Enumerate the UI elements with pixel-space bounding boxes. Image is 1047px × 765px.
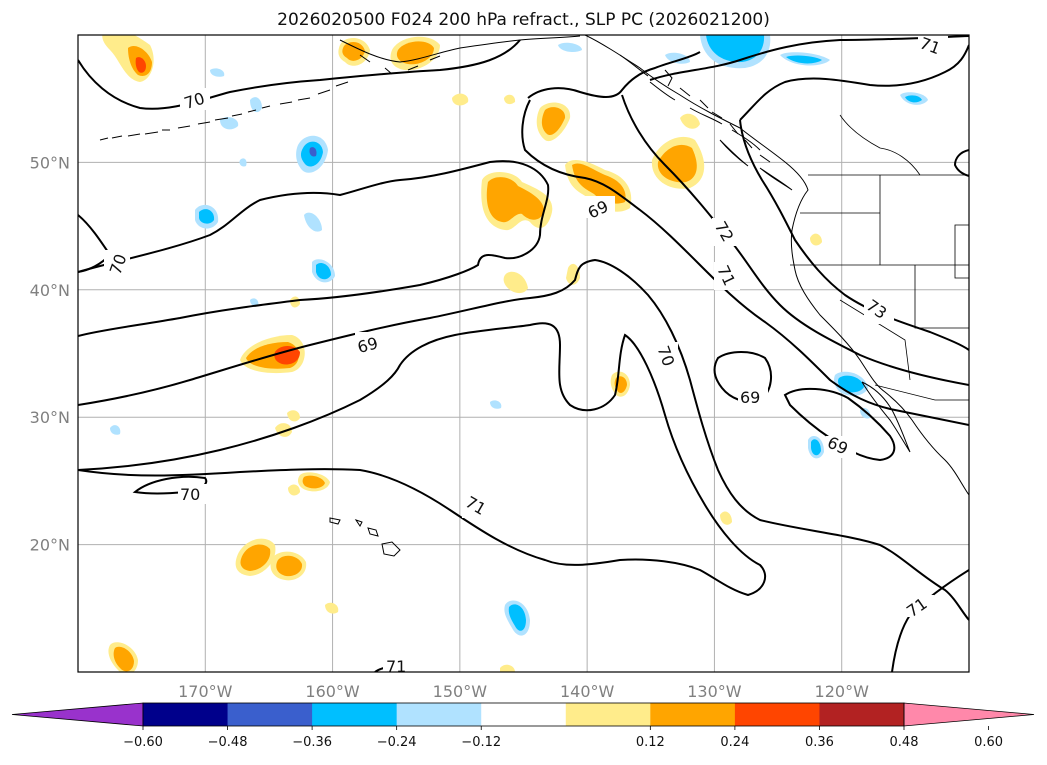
contour-line	[78, 258, 969, 621]
negative-anomaly-blob	[210, 42, 871, 636]
positive-anomaly-blob	[651, 136, 705, 189]
colorbar-segment	[143, 703, 229, 726]
positive-anomaly-blob	[536, 102, 571, 142]
contour-line	[78, 322, 767, 597]
lon-tick-label: 140°W	[560, 682, 615, 701]
negative-anomaly-blob	[296, 135, 328, 173]
lat-tick-label: 40°N	[30, 281, 70, 300]
colorbar-segment	[819, 703, 905, 726]
lat-tick-label: 20°N	[30, 536, 70, 555]
colorbar-tick-label: 0.48	[890, 735, 919, 750]
map-area	[78, 35, 969, 672]
colorbar-segment	[565, 703, 651, 726]
contour-label: 70	[180, 485, 200, 504]
positive-anomaly-blob	[275, 93, 822, 672]
contour-line	[527, 51, 701, 99]
negative-anomaly-blob	[110, 97, 502, 435]
map-frame	[77, 34, 970, 673]
lon-tick-label: 150°W	[433, 682, 488, 701]
refractivity-shading	[102, 35, 928, 672]
colorbar-segment	[396, 703, 482, 726]
colorbar-segment	[734, 703, 820, 726]
colorbar-tick-label: −0.12	[461, 735, 501, 750]
political-borders	[790, 114, 969, 401]
contour-line	[953, 149, 969, 177]
contour-line	[649, 35, 969, 81]
colorbar-tick-label: −0.24	[377, 735, 417, 750]
colorbar-outline	[142, 702, 905, 727]
colorbar-tick-label: −0.48	[208, 735, 248, 750]
lat-tick-label: 30°N	[30, 408, 70, 427]
colorbar: −0.60 −0.48 −0.36 −0.24 −0.12 0.12 0.24 0.36 0.4…	[11, 702, 1035, 750]
lon-tick-label: 160°W	[305, 682, 360, 701]
colorbar-extend-low	[11, 702, 144, 727]
contour-line	[783, 387, 896, 462]
positive-anomaly-blob	[235, 538, 307, 581]
slp-contours	[78, 35, 969, 672]
axis-tick-labels: 170°W 160°W 150°W 140°W 130°W 120°W 20°N 30°N 40…	[30, 153, 869, 701]
colorbar-tick-label: 0.24	[720, 735, 749, 750]
colorbar-extend-high	[903, 702, 1035, 727]
map-title: 2026020500 F024 200 hPa refract., SLP PC…	[277, 10, 770, 30]
positive-anomaly-blob	[102, 35, 154, 82]
negative-anomaly-blob	[700, 35, 928, 105]
colorbar-segment	[650, 703, 736, 726]
colorbar-tick-label: 0.36	[805, 735, 834, 750]
contour-line	[739, 44, 969, 121]
colorbar-tick-label: 0.12	[636, 735, 665, 750]
colorbar-segment	[227, 703, 313, 726]
contour-line	[521, 99, 969, 426]
contour-line	[621, 94, 969, 386]
contour-label: 71	[386, 657, 406, 676]
contour-label: 69	[740, 388, 760, 407]
contour-line	[78, 160, 550, 337]
colorbar-tick-label: 0.60	[974, 735, 1003, 750]
contour-labels: 70 70 70 69 69 69 69 70 71 71 72 73 71 7…	[104, 33, 948, 676]
colorbar-segment	[312, 703, 398, 726]
positive-anomaly-blob	[338, 36, 440, 71]
lat-tick-label: 50°N	[30, 153, 70, 172]
coastlines	[99, 35, 969, 557]
lon-tick-label: 170°W	[178, 682, 233, 701]
colorbar-tick-label: −0.36	[292, 735, 332, 750]
contour-label: 69	[355, 333, 380, 357]
lon-tick-label: 120°W	[815, 682, 870, 701]
positive-anomaly-blob	[481, 171, 553, 231]
lon-tick-label: 130°W	[687, 682, 742, 701]
colorbar-tick-label: −0.60	[123, 735, 163, 750]
colorbar-segment	[481, 703, 567, 726]
contour-line	[739, 119, 969, 351]
contour-line	[78, 39, 521, 110]
